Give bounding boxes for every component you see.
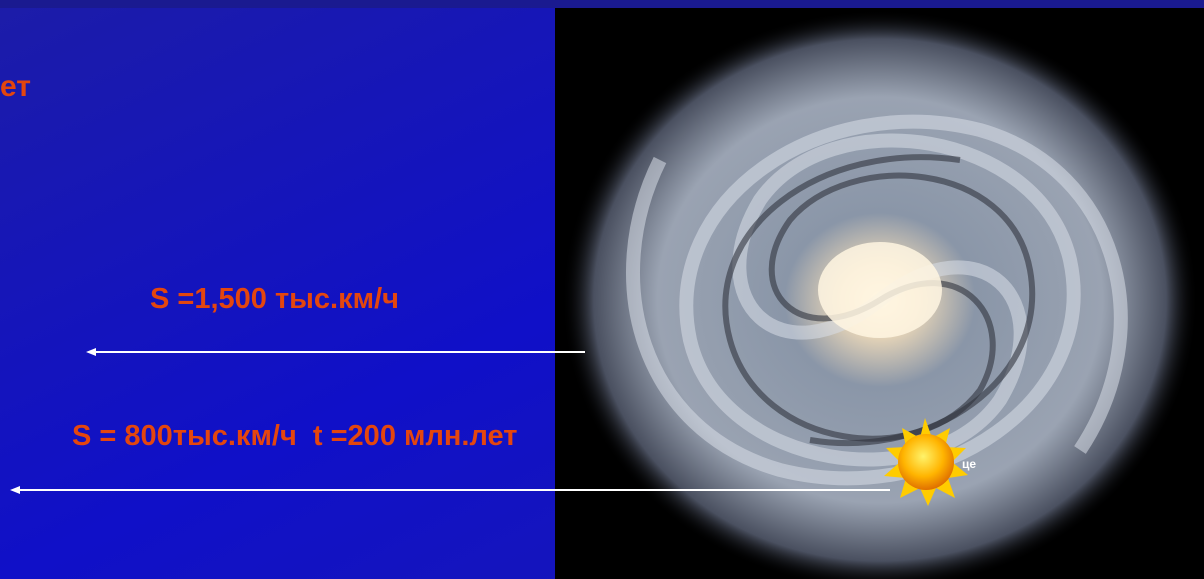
speed-line: S =1,500 тыс.км/ч	[150, 283, 399, 315]
sun-label: це	[962, 457, 976, 471]
speed-line: S = 800тыс.км/ч t =200 млн.лет	[72, 420, 517, 452]
arrow-head	[10, 486, 20, 494]
top-band	[0, 0, 1204, 8]
galaxy	[562, 10, 1198, 579]
title-fragment: ет	[0, 70, 31, 103]
sun	[884, 418, 968, 506]
arrow-head	[86, 348, 96, 356]
